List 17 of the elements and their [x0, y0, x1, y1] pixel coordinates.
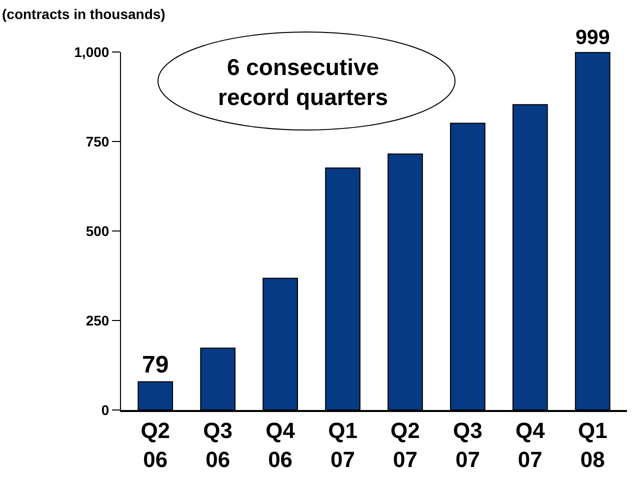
x-tick-label: Q1 07 — [328, 418, 358, 472]
x-tick-label: Q4 07 — [515, 418, 546, 472]
y-tick-label: 0 — [101, 402, 110, 418]
x-tick-label: Q3 06 — [203, 418, 233, 472]
y-tick-label: 1,000 — [74, 44, 110, 60]
y-tick-label: 500 — [86, 222, 110, 239]
x-tick-label: Q2 07 — [390, 418, 420, 472]
data-label: 999 — [575, 26, 610, 50]
data-label: 79 — [142, 352, 169, 379]
x-tick-label: Q1 08 — [578, 418, 608, 472]
y-tick-label: 750 — [86, 133, 110, 150]
y-tick-label: 250 — [86, 312, 110, 328]
y-axis-title: (contracts in thousands) — [2, 6, 166, 22]
x-tick-label: Q3 07 — [453, 418, 482, 472]
x-tick-label: Q2 06 — [140, 418, 170, 472]
x-tick-label: Q4 06 — [266, 418, 296, 472]
annotation: 6 consecutive record quarters — [218, 54, 388, 110]
